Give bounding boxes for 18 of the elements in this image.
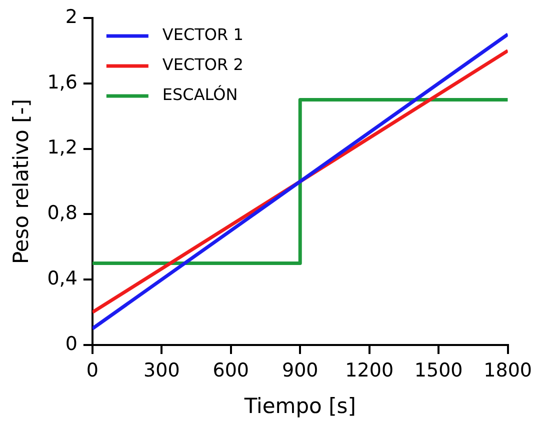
y-tick-label: 1,2 [47, 136, 78, 159]
legend-label: VECTOR 1 [162, 25, 244, 44]
y-tick-label: 1,6 [47, 71, 78, 94]
x-axis-title: Tiempo [s] [243, 394, 356, 418]
x-tick-label: 1800 [484, 359, 532, 382]
x-tick-label: 300 [144, 359, 180, 382]
y-tick-label: 0,4 [47, 268, 78, 290]
x-tick-label: 600 [212, 359, 250, 382]
y-axis-title: Peso relativo [-] [9, 98, 34, 264]
x-tick-label: 1200 [345, 359, 394, 382]
x-tick-label: 0 [86, 359, 98, 382]
legend-label: ESCALÓN [162, 85, 238, 104]
x-tick-label: 1500 [414, 359, 463, 382]
y-tick-label: 0 [65, 332, 78, 355]
x-tick-label: 900 [282, 359, 318, 382]
y-tick-label: 0,8 [47, 202, 78, 224]
y-tick-label: 2 [65, 6, 78, 28]
legend-label: VECTOR 2 [162, 55, 244, 74]
